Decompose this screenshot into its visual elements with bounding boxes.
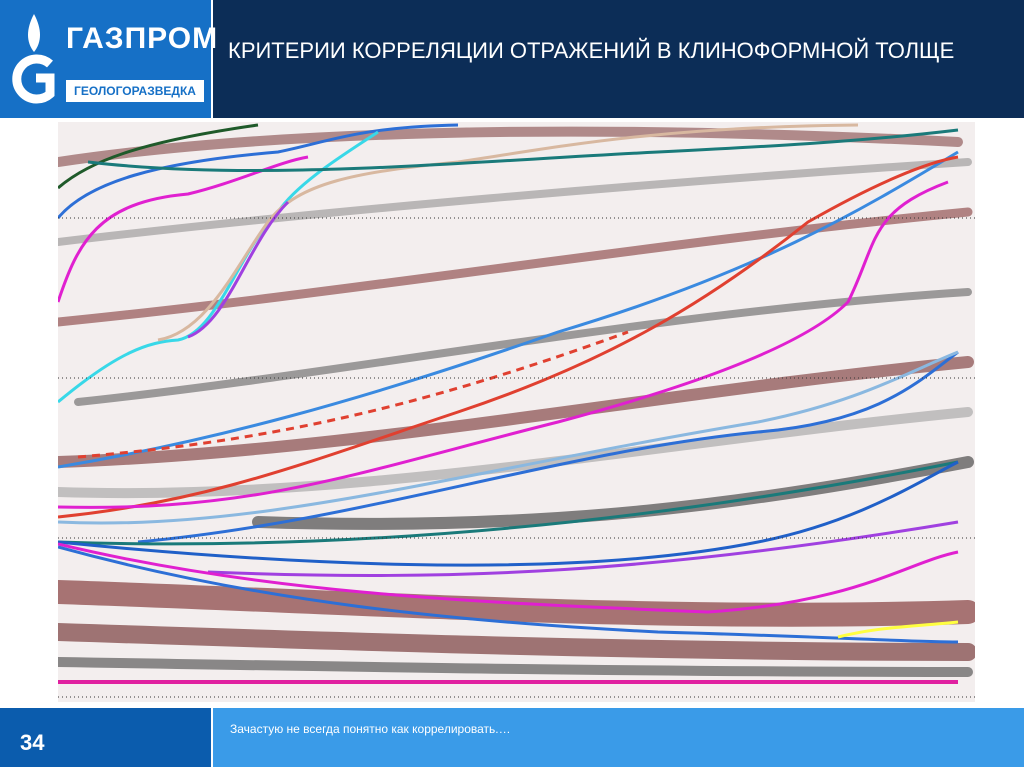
footer-note: Зачастую не всегда понятно как коррелиро…	[230, 722, 511, 736]
footer-left: 34	[0, 708, 213, 767]
header: ГАЗПРОМ ГЕОЛОГОРАЗВЕДКА КРИТЕРИИ КОРРЕЛЯ…	[0, 0, 1024, 118]
seismic-section	[58, 122, 975, 702]
page-number: 34	[20, 730, 45, 755]
brand: ГАЗПРОМ	[66, 22, 219, 55]
logo: ГАЗПРОМ ГЕОЛОГОРАЗВЕДКА	[0, 0, 217, 118]
footer-right: Зачастую не всегда понятно как коррелиро…	[213, 708, 1024, 767]
division: ГЕОЛОГОРАЗВЕДКА	[66, 80, 204, 102]
logo-mark	[12, 14, 55, 104]
title: КРИТЕРИИ КОРРЕЛЯЦИИ ОТРАЖЕНИЙ В КЛИНОФОР…	[228, 38, 955, 63]
